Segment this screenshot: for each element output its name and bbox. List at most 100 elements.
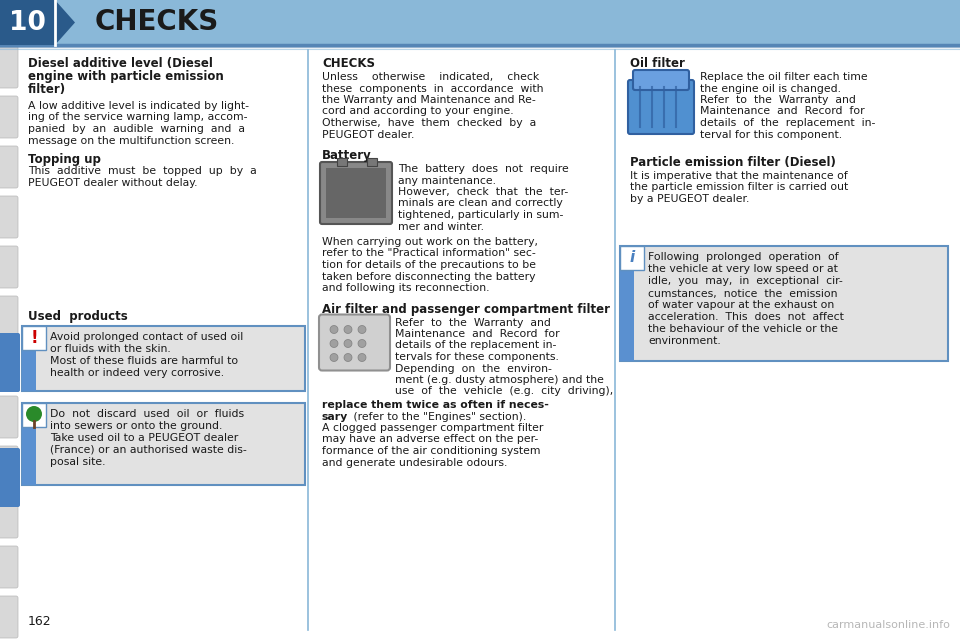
FancyBboxPatch shape [0,448,20,507]
Text: Diesel additive level (Diesel: Diesel additive level (Diesel [28,57,213,70]
Bar [620,246,948,360]
Text: carmanualsonline.info: carmanualsonline.info [827,620,950,630]
Text: these  components  in  accordance  with: these components in accordance with [322,83,543,93]
FancyBboxPatch shape [0,146,18,188]
Text: Otherwise,  have  them  checked  by  a: Otherwise, have them checked by a [322,118,537,128]
Text: minals are clean and correctly: minals are clean and correctly [398,198,563,209]
Text: This  additive  must  be  topped  up  by  a: This additive must be topped up by a [28,166,256,176]
Text: Used  products: Used products [28,310,128,323]
Text: details  of  the  replacement  in-: details of the replacement in- [700,118,876,128]
Text: (refer to the "Engines" section).: (refer to the "Engines" section). [350,412,526,422]
Text: CHECKS: CHECKS [322,57,375,70]
Text: taken before disconnecting the battery: taken before disconnecting the battery [322,271,536,282]
Text: Topping up: Topping up [28,153,101,166]
Bar [326,168,386,218]
Text: CHECKS: CHECKS [95,8,219,36]
Polygon shape [55,0,75,45]
Text: and generate undesirable odours.: and generate undesirable odours. [322,458,508,467]
Text: refer to the "Practical information" sec-: refer to the "Practical information" sec… [322,248,536,259]
FancyBboxPatch shape [0,246,18,288]
Text: Maintenance  and  Record  for: Maintenance and Record for [700,106,865,116]
Text: Refer  to  the  Warranty  and: Refer to the Warranty and [700,95,856,105]
Text: 162: 162 [28,615,52,628]
Bar [620,246,634,360]
Text: Take used oil to a PEUGEOT dealer: Take used oil to a PEUGEOT dealer [50,433,238,443]
FancyBboxPatch shape [0,333,20,392]
FancyBboxPatch shape [633,70,689,90]
Text: any maintenance.: any maintenance. [398,175,496,186]
FancyBboxPatch shape [0,46,18,88]
Text: It is imperative that the maintenance of: It is imperative that the maintenance of [630,171,848,181]
Text: by a PEUGEOT dealer.: by a PEUGEOT dealer. [630,194,750,204]
FancyBboxPatch shape [0,546,18,588]
Text: into sewers or onto the ground.: into sewers or onto the ground. [50,421,223,431]
Bar [22,403,46,427]
Circle shape [358,339,366,348]
Bar [367,158,377,166]
Text: Avoid prolonged contact of used oil: Avoid prolonged contact of used oil [50,332,243,342]
FancyBboxPatch shape [0,496,18,538]
Text: health or indeed very corrosive.: health or indeed very corrosive. [50,368,224,378]
Text: Oil filter: Oil filter [630,57,684,70]
Text: details of the replacement in-: details of the replacement in- [395,340,557,351]
Text: Replace the oil filter each time: Replace the oil filter each time [700,72,868,82]
Text: panied  by  an  audible  warning  and  a: panied by an audible warning and a [28,124,245,134]
Bar [337,158,347,166]
Text: (France) or an authorised waste dis-: (France) or an authorised waste dis- [50,445,247,455]
Circle shape [344,326,352,333]
Text: or fluids with the skin.: or fluids with the skin. [50,344,171,354]
Text: cord and according to your engine.: cord and according to your engine. [322,106,514,116]
Text: filter): filter) [28,83,66,96]
Text: the vehicle at very low speed or at: the vehicle at very low speed or at [648,264,838,275]
Text: of water vapour at the exhaust on: of water vapour at the exhaust on [648,301,834,310]
Text: When carrying out work on the battery,: When carrying out work on the battery, [322,237,538,247]
Text: PEUGEOT dealer without delay.: PEUGEOT dealer without delay. [28,177,198,188]
Circle shape [344,353,352,362]
Text: !: ! [30,329,37,347]
Text: sary: sary [322,412,348,422]
Bar [0,0,960,45]
FancyBboxPatch shape [0,446,18,488]
Text: ing of the service warning lamp, accom-: ing of the service warning lamp, accom- [28,113,248,122]
Text: Battery: Battery [322,149,372,162]
Text: Particle emission filter (Diesel): Particle emission filter (Diesel) [630,156,836,169]
Text: ment (e.g. dusty atmosphere) and the: ment (e.g. dusty atmosphere) and the [395,375,604,385]
Text: and following its reconnection.: and following its reconnection. [322,283,490,293]
Text: environment.: environment. [648,337,721,346]
Bar [22,326,36,391]
Circle shape [358,353,366,362]
Text: idle,  you  may,  in  exceptional  cir-: idle, you may, in exceptional cir- [648,276,843,287]
FancyBboxPatch shape [0,596,18,638]
Text: message on the multifunction screen.: message on the multifunction screen. [28,136,234,145]
Text: acceleration.  This  does  not  affect: acceleration. This does not affect [648,312,844,323]
Text: A clogged passenger compartment filter: A clogged passenger compartment filter [322,423,543,433]
Text: replace them twice as often if neces-: replace them twice as often if neces- [322,400,549,410]
Text: tightened, particularly in sum-: tightened, particularly in sum- [398,210,564,220]
Circle shape [330,353,338,362]
Bar [22,326,305,391]
FancyBboxPatch shape [0,346,18,388]
FancyBboxPatch shape [0,396,18,438]
Text: tervals for these components.: tervals for these components. [395,352,559,362]
Circle shape [330,326,338,333]
Circle shape [358,326,366,333]
Text: Air filter and passenger compartment filter: Air filter and passenger compartment fil… [322,303,610,316]
Bar [22,403,305,485]
Text: formance of the air conditioning system: formance of the air conditioning system [322,446,540,456]
FancyBboxPatch shape [320,162,392,224]
Text: terval for this component.: terval for this component. [700,129,842,140]
Text: Unless    otherwise    indicated,    check: Unless otherwise indicated, check [322,72,540,82]
Text: engine with particle emission: engine with particle emission [28,70,224,83]
Text: 10: 10 [9,10,46,35]
Text: the Warranty and Maintenance and Re-: the Warranty and Maintenance and Re- [322,95,536,105]
Text: However,  check  that  the  ter-: However, check that the ter- [398,187,568,197]
Text: PEUGEOT dealer.: PEUGEOT dealer. [322,129,415,140]
Text: the particle emission filter is carried out: the particle emission filter is carried … [630,182,849,193]
Bar [22,326,46,350]
Text: mer and winter.: mer and winter. [398,221,484,232]
Text: cumstances,  notice  the  emission: cumstances, notice the emission [648,289,837,298]
FancyBboxPatch shape [319,314,390,371]
Text: The  battery  does  not  require: The battery does not require [398,164,568,174]
Bar [22,403,36,485]
FancyBboxPatch shape [0,296,18,338]
